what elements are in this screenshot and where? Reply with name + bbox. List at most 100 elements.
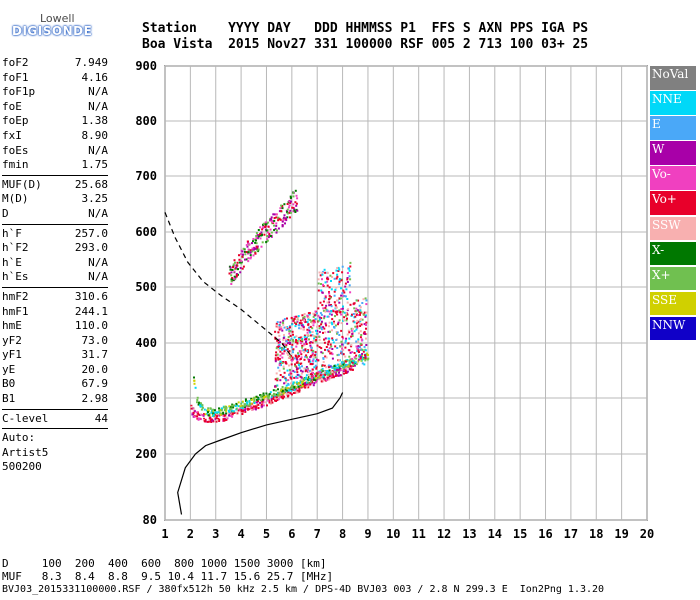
echo-point (232, 406, 235, 409)
echo-point (237, 273, 239, 276)
echo-point (330, 310, 333, 313)
echo-point (310, 378, 313, 381)
echo-point (278, 334, 281, 337)
echo-point (337, 373, 340, 376)
echo-point (267, 221, 269, 224)
echo-point (333, 368, 336, 370)
echo-point (241, 405, 244, 408)
echo-point (348, 359, 351, 362)
echo-point (358, 310, 361, 313)
echo-point (297, 385, 300, 388)
echo-point (355, 340, 358, 343)
echo-point (287, 336, 290, 339)
param-label: hmF1 (2, 304, 29, 318)
echo-point (345, 337, 348, 340)
echo-point (254, 252, 257, 255)
echo-point (321, 352, 324, 355)
echo-point (285, 393, 288, 396)
echo-point (241, 267, 244, 270)
echo-point (225, 416, 228, 419)
echo-point (274, 358, 277, 361)
echo-point (318, 376, 321, 379)
echo-point (336, 363, 339, 366)
echo-point (322, 326, 325, 329)
echo-point (316, 344, 319, 347)
echo-point (299, 358, 302, 360)
echo-point (323, 338, 326, 341)
echo-point (273, 229, 276, 231)
echo-point (293, 392, 295, 394)
echo-point (309, 362, 312, 365)
echo-point (309, 369, 312, 372)
echo-point (330, 366, 333, 369)
echo-point (268, 401, 271, 404)
echo-point (197, 418, 200, 421)
echo-point (327, 350, 330, 353)
echo-point (239, 406, 242, 409)
echo-point (233, 410, 236, 413)
echo-point (301, 365, 303, 368)
param-label: fxI (2, 128, 22, 142)
echo-point (263, 233, 266, 236)
echo-point (256, 245, 259, 248)
echo-point (282, 319, 285, 322)
echo-point (336, 347, 339, 349)
echo-point (279, 347, 281, 350)
echo-point (275, 400, 278, 402)
echo-point (247, 248, 250, 251)
echo-point (330, 376, 333, 379)
echo-point (356, 350, 358, 353)
echo-point (357, 338, 360, 341)
echo-point (351, 357, 354, 360)
echo-point (328, 325, 330, 328)
echo-point (281, 362, 284, 364)
echo-point (327, 343, 329, 346)
echo-point (335, 286, 338, 289)
echo-point (270, 218, 273, 221)
x-tick-label: 5 (263, 527, 270, 541)
echo-point (296, 320, 299, 323)
echo-point (318, 338, 321, 341)
param-value: 1.75 (81, 158, 109, 172)
echo-point (296, 340, 299, 342)
echo-point (279, 350, 282, 353)
echo-point (275, 213, 278, 216)
echo-point (207, 414, 210, 417)
echo-point (311, 363, 314, 366)
y-tick-label: 700 (135, 169, 157, 183)
echo-point (270, 216, 273, 219)
echo-point (241, 407, 244, 410)
echo-point (360, 334, 363, 336)
param-row: foEp 1.38 (2, 114, 108, 129)
param-label: yF1 (2, 348, 22, 362)
echo-point (228, 272, 231, 275)
echo-point (292, 206, 295, 209)
echo-point (348, 267, 350, 270)
echo-point (356, 326, 359, 329)
echo-point (297, 352, 299, 355)
x-tick-label: 7 (314, 527, 321, 541)
param-row: C-level 44 (2, 412, 108, 427)
echo-point (319, 274, 322, 277)
echo-point (289, 387, 291, 390)
param-row: B1 2.98 (2, 392, 108, 407)
echo-point (282, 338, 285, 341)
echo-point (244, 398, 247, 401)
echo-point (277, 366, 280, 369)
echo-point (365, 324, 367, 326)
echo-point (350, 314, 353, 317)
echo-point (283, 326, 286, 329)
echo-point (365, 337, 367, 340)
echo-point (324, 322, 327, 325)
param-row: B0 67.9 (2, 377, 108, 392)
echo-point (289, 371, 292, 374)
param-label: foE (2, 99, 22, 113)
echo-point (287, 379, 290, 382)
echo-point (236, 264, 239, 267)
echo-point (325, 346, 328, 348)
echo-point (327, 371, 330, 374)
echo-point (264, 226, 267, 229)
echo-point (328, 330, 331, 333)
echo-point (296, 358, 299, 361)
echo-point (340, 329, 343, 332)
